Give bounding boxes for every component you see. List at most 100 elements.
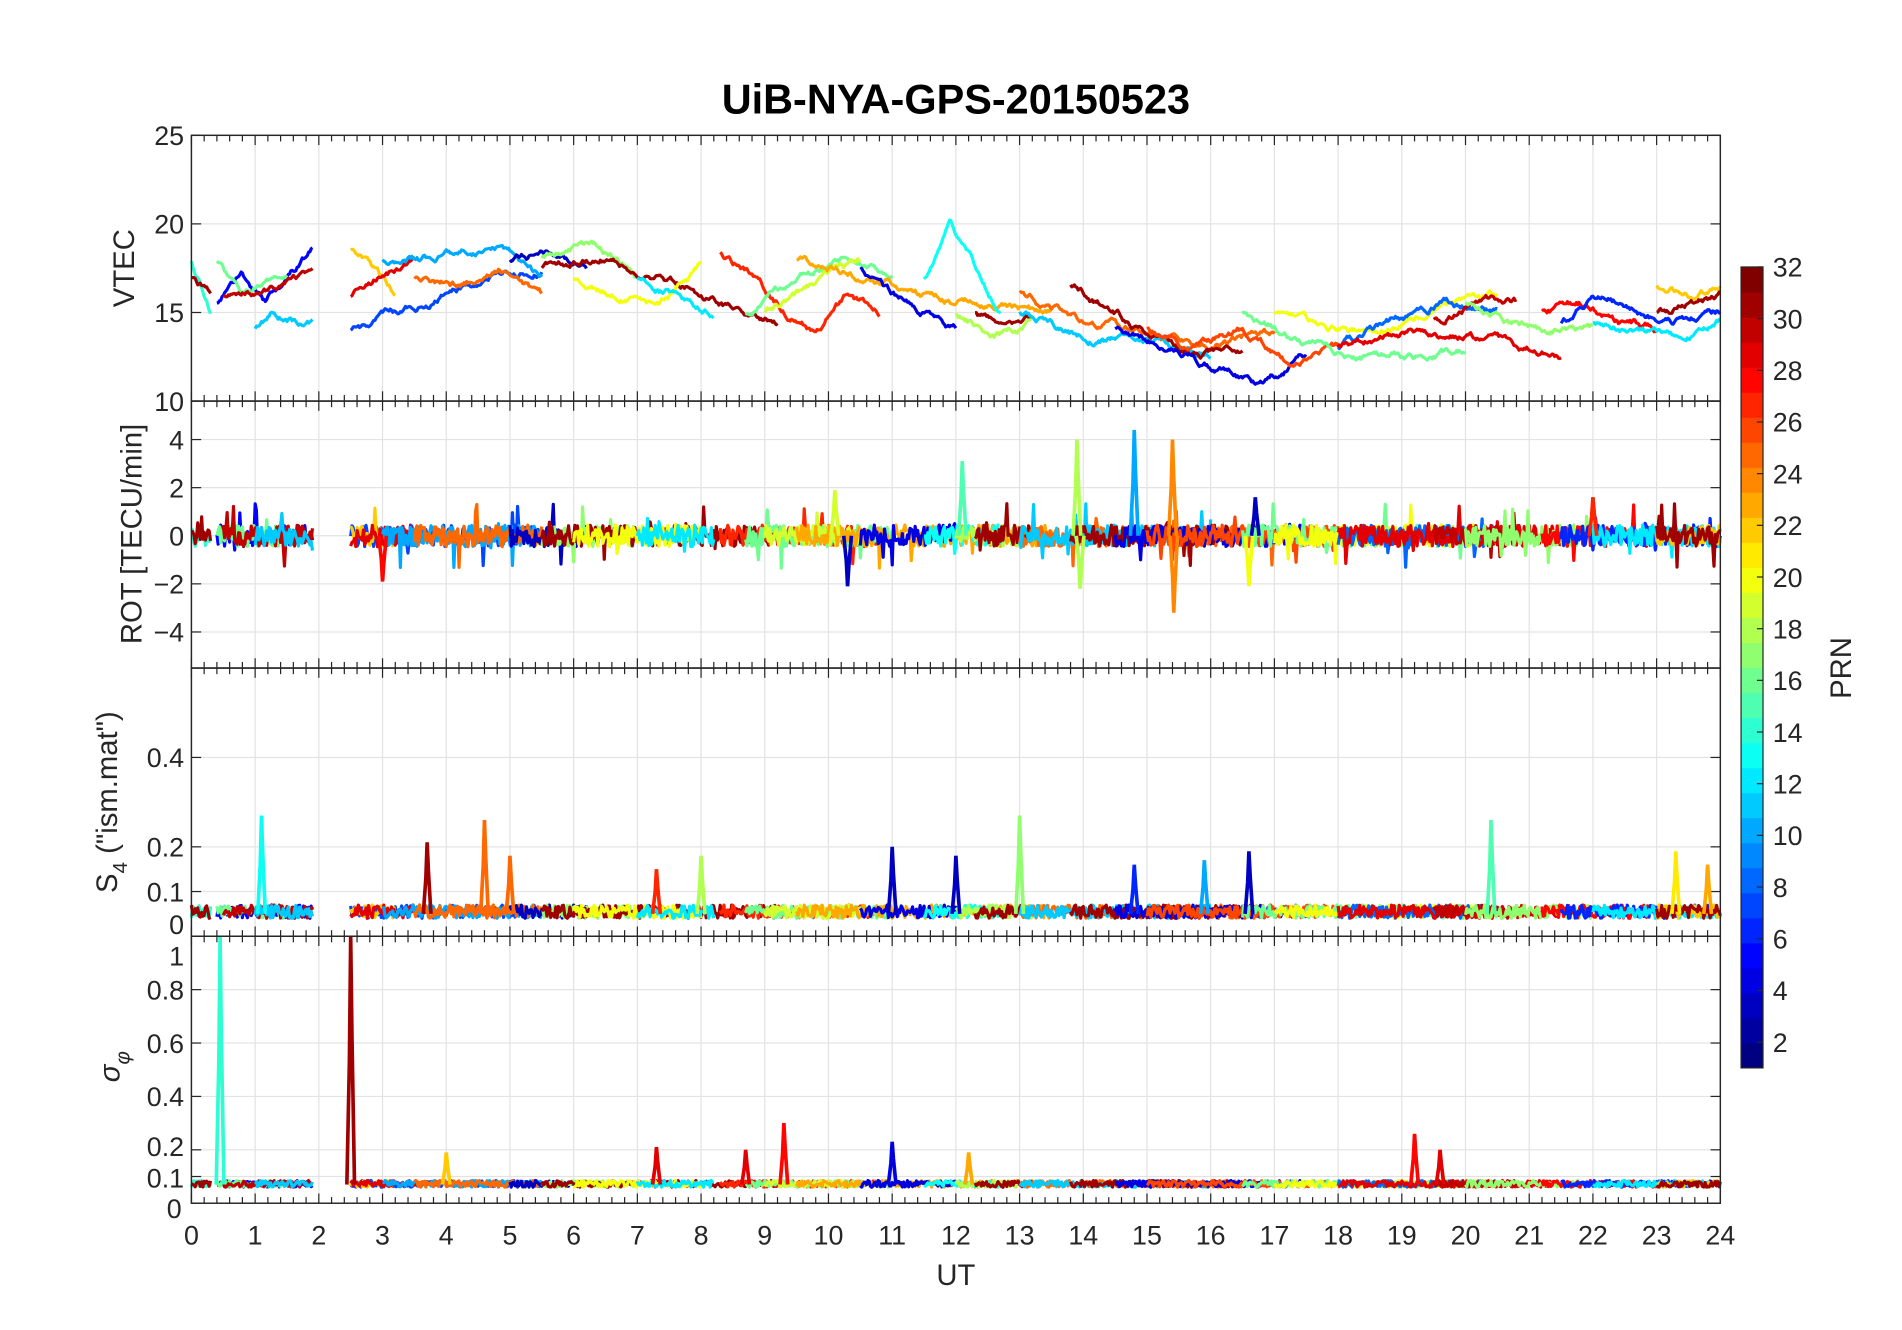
x-tick-label: 3 [375, 1221, 390, 1251]
x-tick-label: 5 [502, 1221, 517, 1251]
colorbar-swatch [1741, 1017, 1764, 1044]
sigma-trace-prn-12-15 [635, 1178, 715, 1189]
x-tick-label: 18 [1323, 1221, 1353, 1251]
vtec-trace-prn-16-29 [1241, 310, 1466, 362]
x-tick-label: 20 [1451, 1221, 1481, 1251]
chart-title: UiB-NYA-GPS-20150523 [722, 75, 1190, 122]
vtec-trace-prn-13-21 [922, 218, 1002, 315]
vtec-trace-prn-23-19 [796, 254, 1053, 315]
colorbar-swatch [1741, 717, 1764, 744]
x-tick-label: 15 [1132, 1221, 1162, 1251]
colorbar-swatch [1741, 892, 1764, 919]
sigma-label-sub: φ [111, 1051, 134, 1065]
colorbar-swatch [1741, 617, 1764, 644]
s4-label-rest: ("ism.mat") [92, 711, 124, 862]
x-tick-label: 14 [1068, 1221, 1098, 1251]
y-tick-label: 25 [154, 121, 184, 151]
y-tick-label: 4 [169, 425, 184, 455]
s4-spike-prn-31 [421, 842, 433, 915]
x-tick-label: 8 [694, 1221, 709, 1251]
x-axis-label: UT [936, 1260, 975, 1292]
colorbar-tick-label: 2 [1773, 1028, 1788, 1058]
vtec-trace-prn-17-12 [540, 239, 639, 279]
vtec-trace-prn-18-22 [954, 312, 1034, 339]
y-label-sigma: σφ [94, 1051, 134, 1082]
s4-spike-prn-17 [1013, 815, 1026, 914]
colorbar-swatch [1741, 392, 1764, 418]
colorbar-tick-label: 4 [1773, 976, 1788, 1006]
rot-spike-prn-10 [1128, 429, 1140, 536]
vtec-trace-prn-16-17 [744, 255, 894, 317]
rot-spike-prn-27 [1587, 497, 1599, 537]
s4-spike-prn-3 [950, 855, 962, 915]
axes-frame [190, 935, 1722, 1204]
vtec-trace-prn-4-20 [859, 266, 958, 330]
vtec-trace-prn-12-15 [636, 276, 715, 319]
y-tick-label: 0.2 [147, 833, 184, 863]
y-tick-label: 2 [169, 473, 184, 503]
sigma-label-main: σ [94, 1063, 126, 1082]
x-tick-label: 1 [248, 1221, 263, 1251]
colorbar-swatch [1741, 442, 1764, 468]
rot-trace-prn-12-15 [635, 516, 716, 553]
sigma-spike-prn-22 [440, 1152, 452, 1185]
colorbar-tick-label: 30 [1773, 304, 1803, 334]
colorbar-swatch [1741, 792, 1764, 819]
x-tick-label: 19 [1387, 1221, 1417, 1251]
sigma-spike-prn-29 [650, 1146, 663, 1185]
y-tick-label: 20 [154, 210, 184, 240]
x-tick-label: 2 [311, 1221, 326, 1251]
vtec-trace-prn-5-2 [216, 246, 314, 305]
vtec-trace-prn-31-13 [540, 257, 779, 327]
vtec-trace-prn-11-5 [253, 310, 314, 330]
series-group-s4 [189, 815, 1722, 920]
colorbar-swatch [1741, 867, 1764, 894]
colorbar-swatch [1741, 767, 1764, 794]
x-tick-label: 10 [814, 1221, 844, 1251]
y-label-s4: S4 ("ism.mat") [92, 711, 132, 893]
colorbar-tick-label: 12 [1773, 769, 1803, 799]
sigma-spike-prn-23 [962, 1152, 975, 1185]
sigma-spike-prn-28 [1408, 1133, 1421, 1185]
sigma-spike-prn-4 [886, 1141, 898, 1185]
rot-spike-prn-15 [956, 461, 968, 536]
rot-spike-prn-3 [1249, 497, 1261, 537]
vtec-trace-prn-19-18 [763, 257, 862, 314]
s4-trace-prn-31-1 [189, 904, 212, 920]
colorbar-swatch [1741, 417, 1764, 443]
colorbar-swatch [1741, 266, 1764, 293]
vtec-trace-prn-29-32 [1336, 327, 1562, 361]
vtec-trace-prn-16-3 [215, 260, 289, 295]
colorbar-tick-label: 8 [1773, 873, 1788, 903]
colorbar-tick-label: 6 [1773, 924, 1788, 954]
series-group-sigma [189, 936, 1722, 1189]
vtec-trace-prn-6-36 [1559, 294, 1722, 326]
vtec-trace-prn-30-33 [1432, 293, 1518, 326]
colorbar-swatch [1741, 967, 1764, 994]
colorbar-tick-label: 26 [1773, 408, 1803, 438]
s4-spike-prn-23 [1701, 864, 1714, 915]
y-tick-label: 0.1 [147, 877, 184, 907]
vtec-trace-prn-22-38 [1655, 284, 1722, 301]
colorbar-tick-label: 20 [1773, 563, 1803, 593]
x-tick-label: 7 [630, 1221, 645, 1251]
colorbar-swatch [1741, 367, 1764, 393]
colorbar-swatch [1741, 592, 1764, 618]
sigma-trace-prn-11-5 [253, 1179, 314, 1189]
y-tick-label: 0.2 [147, 1132, 184, 1162]
y-tick-label: −4 [154, 618, 185, 648]
y-tick-label: 0.4 [147, 743, 184, 773]
y-tick-label: 1 [169, 942, 184, 972]
s4-trace-prn-31-39 [1655, 903, 1722, 920]
y-tick-label: 10 [154, 387, 184, 417]
series-group-vtec [189, 218, 1722, 386]
vtec-trace-prn-25-10 [413, 267, 543, 295]
panel-rot: −4 −2 0 2 4 [154, 401, 1722, 669]
x-tick-label: 22 [1578, 1221, 1608, 1251]
s4-spike-prn-27 [650, 869, 663, 915]
colorbar-frame [1740, 266, 1764, 1069]
s4-spike-prn-3 [1243, 851, 1255, 915]
colorbar-swatch [1741, 917, 1764, 944]
x-tick-label: 4 [439, 1221, 454, 1251]
